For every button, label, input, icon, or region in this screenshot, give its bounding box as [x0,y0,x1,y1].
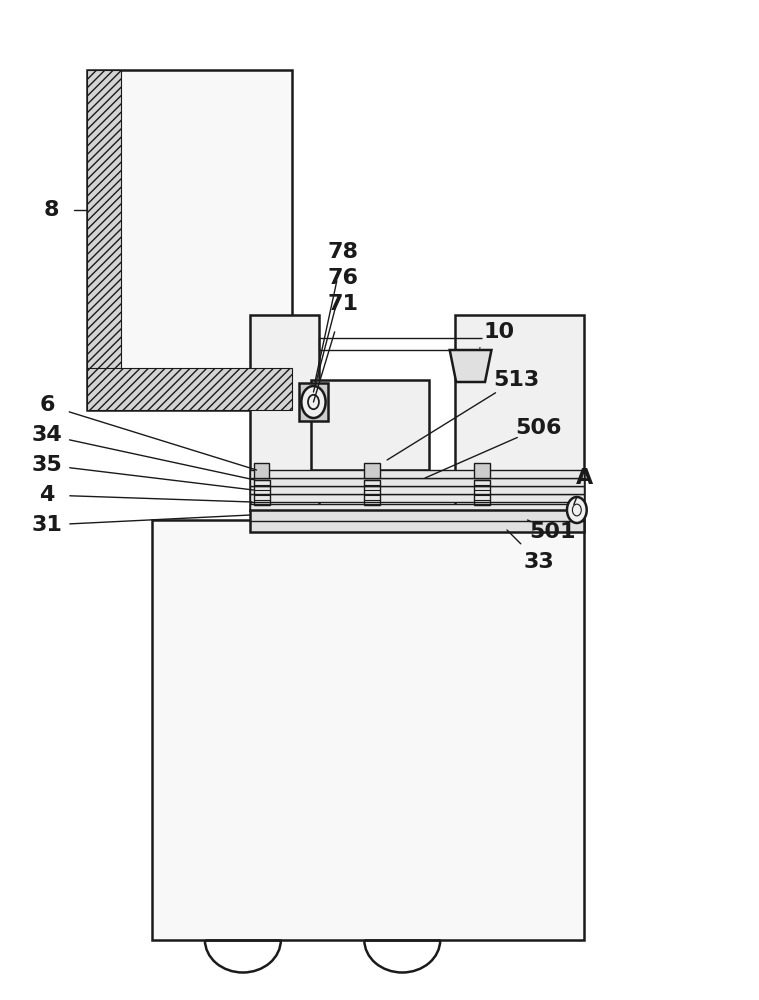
Bar [250,510,584,532]
Bar [250,315,319,510]
Bar [87,70,292,410]
Text: 71: 71 [328,294,358,314]
Text: 76: 76 [328,268,358,288]
Text: 6: 6 [39,395,55,415]
Bar [250,470,584,478]
Circle shape [567,497,587,523]
Bar [474,463,490,478]
Bar [364,480,380,505]
Bar [311,380,429,470]
Bar [250,478,584,486]
Text: 34: 34 [32,425,62,445]
Bar [87,70,121,410]
Text: 513: 513 [493,370,539,390]
Text: 4: 4 [39,485,55,505]
Text: 78: 78 [328,242,358,262]
Text: 8: 8 [44,200,59,220]
Bar [254,480,270,505]
Bar [87,368,292,410]
Text: A: A [576,468,593,488]
Text: 31: 31 [32,515,62,535]
Bar [250,494,584,502]
Text: 506: 506 [515,418,562,438]
Text: 33: 33 [524,552,554,572]
Circle shape [301,386,326,418]
Bar [455,315,584,510]
Polygon shape [449,350,492,382]
Bar [250,486,584,494]
Text: 10: 10 [483,322,515,342]
Bar [474,480,490,505]
Bar [364,463,380,478]
Bar [254,463,269,478]
Bar [250,504,584,512]
Bar [152,520,584,940]
Bar [299,383,328,421]
Text: 501: 501 [529,522,576,542]
Text: 35: 35 [32,455,62,475]
